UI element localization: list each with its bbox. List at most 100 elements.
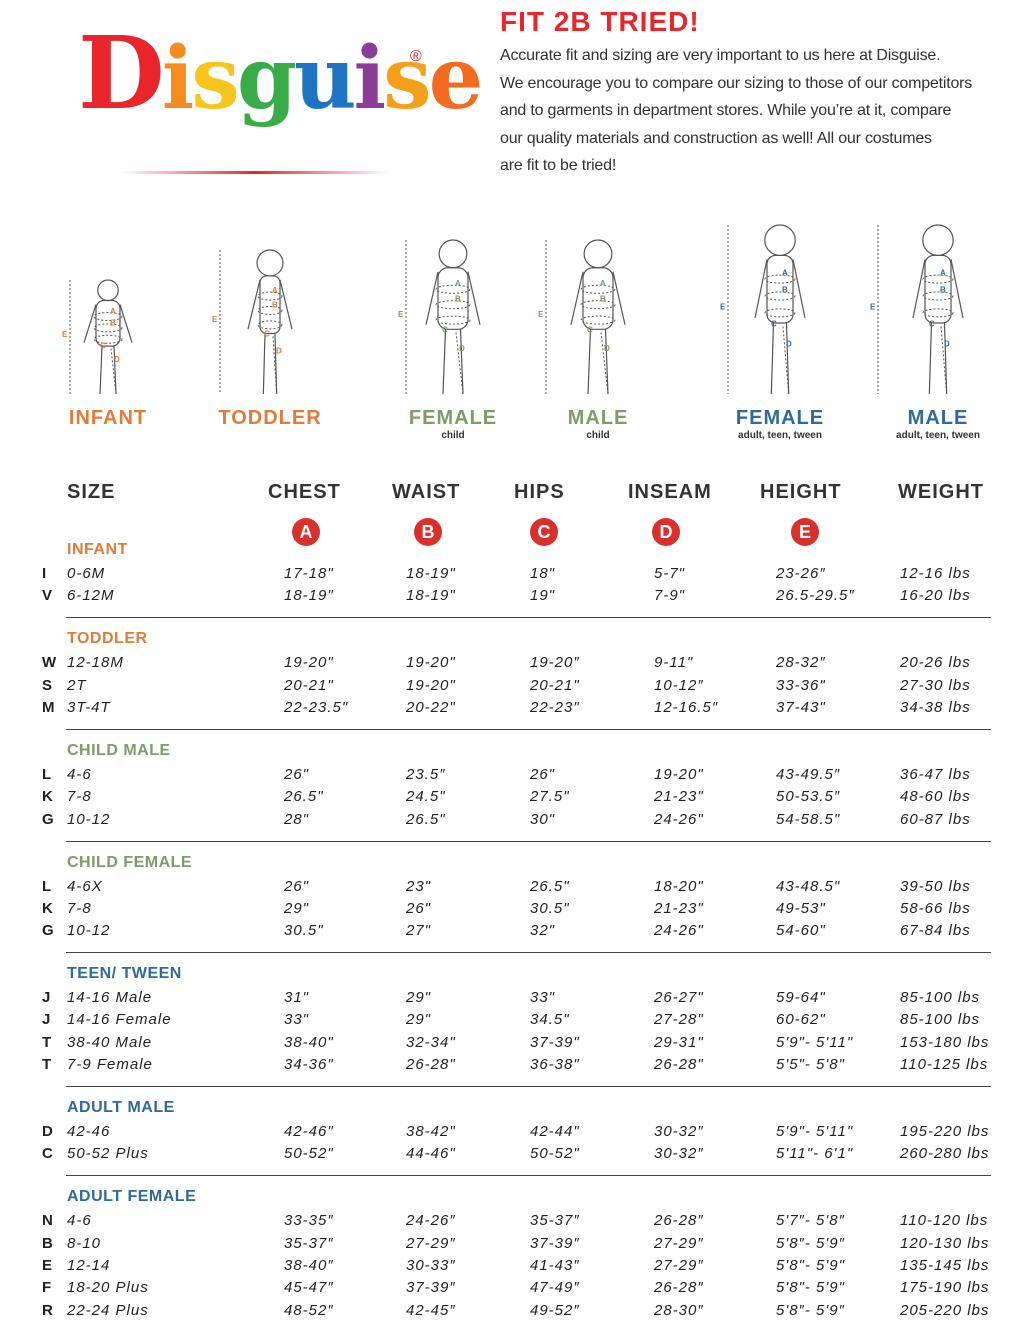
table-cell: 175-190 lbs bbox=[900, 1279, 990, 1297]
measure-marker: B bbox=[272, 301, 278, 310]
table-cell: 19-20" bbox=[654, 765, 704, 783]
table-cell: 44-46" bbox=[406, 1145, 456, 1163]
table-cell: 17-18" bbox=[284, 565, 334, 582]
group-title: ADULT FEMALE bbox=[67, 1188, 197, 1206]
group-separator bbox=[66, 1175, 991, 1177]
table-cell: 38-42" bbox=[406, 1123, 456, 1140]
measure-ring bbox=[764, 291, 796, 301]
table-cell: 23" bbox=[406, 877, 432, 895]
table-cell: 27-29″ bbox=[406, 1234, 456, 1252]
measure-ring bbox=[764, 274, 796, 284]
arm bbox=[570, 271, 584, 325]
table-cell: 27" bbox=[406, 922, 432, 940]
table-cell: 59-64" bbox=[776, 989, 826, 1007]
logo-rule bbox=[120, 171, 390, 174]
table-cell: 10-12 bbox=[67, 922, 111, 940]
table-cell: 32" bbox=[530, 922, 556, 940]
measure-marker: B bbox=[600, 295, 606, 304]
table-cell: 27-29″ bbox=[654, 1256, 704, 1274]
size-code: B bbox=[42, 1234, 53, 1252]
logo-letter: i bbox=[353, 28, 386, 129]
table-cell: 27-29″ bbox=[654, 1234, 704, 1252]
table-cell: 30-32″ bbox=[654, 1145, 704, 1163]
size-code: E bbox=[42, 1256, 53, 1274]
table-cell: 18-19" bbox=[406, 565, 456, 582]
head bbox=[256, 249, 284, 277]
table-cell: 34-36" bbox=[284, 1056, 334, 1073]
table-cell: 38-40 Male bbox=[67, 1033, 153, 1051]
logo-letter: e bbox=[428, 28, 484, 129]
measure-marker: D bbox=[944, 340, 950, 349]
table-cell: 34-38 lbs bbox=[900, 698, 971, 716]
table-cell: 20-22" bbox=[406, 698, 456, 716]
arm bbox=[912, 259, 926, 319]
table-cell: 50-53.5″ bbox=[776, 788, 841, 806]
table-cell: 22-24 Plus bbox=[67, 1301, 149, 1319]
measure-marker: C bbox=[100, 341, 106, 350]
measure-ring bbox=[922, 274, 954, 284]
measure-marker: D bbox=[459, 344, 465, 353]
table-cell: 39-50 lbs bbox=[900, 877, 971, 895]
arm bbox=[754, 259, 768, 319]
table-cell: 20-26 lbs bbox=[900, 654, 971, 672]
table-cell: 31" bbox=[284, 989, 310, 1007]
registered-mark: ® bbox=[410, 48, 422, 65]
table-cell: 153-180 lbs bbox=[900, 1033, 990, 1051]
measure-marker: A bbox=[940, 269, 946, 278]
measure-ring bbox=[922, 291, 954, 301]
table-cell: 4-6 bbox=[67, 1212, 92, 1230]
table-cell: 260-280 lbs bbox=[900, 1145, 990, 1163]
measure-badge: B bbox=[414, 518, 442, 546]
table-cell: 2T bbox=[67, 676, 87, 694]
inseam-line bbox=[782, 326, 790, 395]
torso bbox=[582, 267, 614, 330]
intro-line: our quality materials and construction a… bbox=[500, 129, 932, 147]
figure-label: TODDLER bbox=[218, 407, 322, 429]
table-cell: 35-37″ bbox=[284, 1234, 334, 1252]
table-cell: 45-47″ bbox=[284, 1279, 334, 1297]
torso bbox=[259, 275, 281, 335]
measure-marker: A bbox=[272, 286, 278, 295]
logo-letter: i bbox=[161, 28, 195, 129]
head bbox=[97, 279, 119, 302]
measure-marker: B bbox=[455, 295, 461, 304]
measure-ring bbox=[257, 320, 283, 330]
table-cell: 24-26" bbox=[654, 922, 704, 940]
table-cell: 26-28" bbox=[654, 1056, 704, 1073]
table-cell: 30-33″ bbox=[406, 1256, 456, 1274]
group-separator bbox=[66, 728, 991, 730]
table-cell: 38-40" bbox=[284, 1033, 334, 1051]
table-cell: 42-44" bbox=[530, 1123, 580, 1140]
measure-marker: E bbox=[720, 303, 726, 312]
table-cell: 26.5" bbox=[284, 788, 324, 806]
table-cell: 27-28" bbox=[654, 1011, 704, 1029]
head bbox=[438, 239, 468, 269]
table-cell: 7-9 Female bbox=[67, 1056, 153, 1073]
column-header: HIPS bbox=[514, 481, 565, 503]
table-cell: 33-36" bbox=[776, 676, 826, 694]
table-cell: 20-21" bbox=[530, 676, 580, 694]
table-cell: 36-47 lbs bbox=[900, 765, 971, 783]
table-cell: 14-16 Female bbox=[67, 1011, 172, 1029]
table-cell: 5'9"- 5'11" bbox=[776, 1033, 854, 1051]
measure-ring bbox=[93, 323, 123, 333]
table-cell: 49-53" bbox=[776, 899, 826, 917]
table-cell: 33-35″ bbox=[284, 1212, 334, 1230]
measure-marker: C bbox=[587, 325, 593, 334]
table-cell: 43-49.5″ bbox=[776, 765, 841, 783]
size-code: W bbox=[42, 654, 57, 672]
figure-sublabel: adult, teen, tween bbox=[738, 430, 822, 441]
group-title: CHILD MALE bbox=[67, 741, 171, 759]
leg bbox=[604, 329, 609, 395]
leg bbox=[274, 333, 278, 395]
table-cell: 14-16 Male bbox=[67, 989, 153, 1007]
header-title: FIT 2B TRIED! bbox=[500, 6, 700, 37]
group-title: TODDLER bbox=[67, 630, 148, 648]
table-cell: 26.5" bbox=[406, 810, 446, 828]
table-cell: 27-30 lbs bbox=[900, 676, 971, 694]
table-cell: 5'9"- 5'11" bbox=[776, 1123, 854, 1140]
group-separator bbox=[66, 952, 991, 954]
measure-marker: C bbox=[771, 319, 777, 328]
table-cell: 10-12 bbox=[67, 810, 111, 828]
table-cell: 30.5" bbox=[284, 922, 324, 940]
